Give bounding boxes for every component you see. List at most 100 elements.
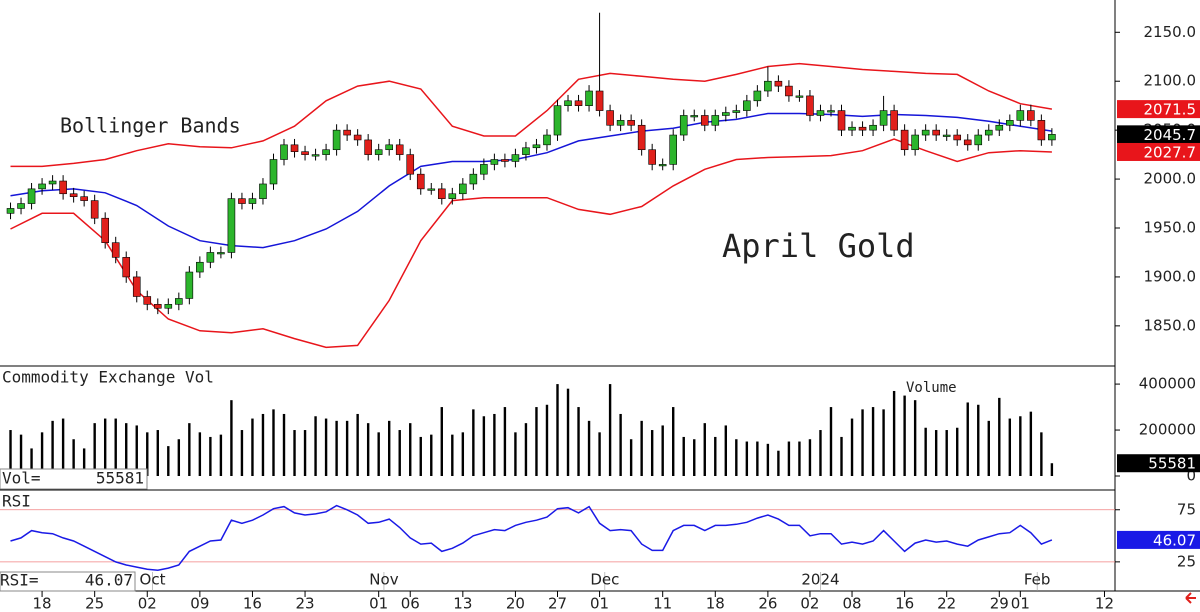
candle-body (732, 110, 741, 113)
volume-bar (209, 436, 212, 476)
candle-body (248, 198, 257, 204)
candle-body (38, 183, 46, 190)
x-tick-label: 01 (1011, 595, 1030, 612)
candle-body (564, 100, 572, 106)
readout-label: Vol= (2, 469, 41, 488)
x-tick-label: 01 (369, 595, 388, 612)
volume-bar (1040, 432, 1043, 476)
candle-body (816, 110, 825, 116)
upper-band-readout: 2071.5 (1144, 101, 1197, 119)
readout-value: 46.07 (85, 571, 133, 590)
volume-bar (167, 446, 170, 476)
volume-bar (219, 434, 223, 476)
volume-bar (556, 384, 559, 476)
candle-body (974, 134, 983, 146)
candle-body (743, 100, 751, 111)
candle-body (879, 110, 888, 126)
readout-value: 55581 (96, 469, 144, 488)
candle-body (553, 105, 562, 136)
volume-bar (1029, 411, 1033, 476)
scroll-arrow[interactable] (1185, 592, 1196, 604)
volume-bar (451, 434, 454, 476)
volume-bar (945, 430, 948, 476)
volume-bar (125, 423, 128, 476)
volume-bar (482, 416, 486, 476)
candle-body (616, 120, 625, 126)
candle-body (700, 115, 709, 126)
x-tick-label: 12 (1095, 595, 1114, 612)
volume-bar (787, 441, 791, 476)
x-tick-label: 29 (990, 595, 1009, 612)
candle-body (858, 126, 867, 131)
panel-title: RSI (2, 492, 31, 511)
candle-body (1016, 110, 1025, 121)
volume-bar (356, 413, 359, 476)
candle-body (353, 134, 362, 141)
candle-body (658, 164, 667, 167)
x-tick-label: 25 (85, 595, 104, 612)
volume-bar (177, 439, 181, 476)
y-tick-label: 400000 (1139, 375, 1196, 393)
volume-bar (293, 430, 296, 476)
candle-body (585, 90, 593, 106)
y-tick-label: 200000 (1139, 421, 1196, 439)
volume-bar (777, 450, 780, 476)
candle-body (711, 115, 720, 126)
candle-body (522, 147, 530, 155)
volume-bar (314, 416, 317, 476)
volume-bar (798, 441, 801, 476)
candle-body (753, 90, 762, 102)
volume-bar (9, 430, 12, 476)
volume-bar (272, 409, 275, 476)
x-tick-label: 02 (138, 595, 157, 612)
volume-bar (93, 423, 96, 476)
candle-body (490, 159, 499, 165)
x-tick-label: 11 (653, 595, 672, 612)
candle-body (364, 139, 372, 155)
volume-bar (693, 439, 696, 476)
y-tick-label: 1850.0 (1144, 316, 1197, 334)
candle-body (1027, 110, 1035, 121)
candle-body (227, 198, 236, 253)
candle-body (164, 304, 173, 309)
readout-label: RSI= (0, 571, 39, 590)
volume-bar (398, 430, 401, 476)
volume-readout-box (1117, 454, 1200, 473)
volume-bar (387, 420, 391, 476)
volume-bar (956, 427, 959, 476)
candle-body (80, 196, 88, 201)
y-tick-label: 1950.0 (1144, 219, 1197, 237)
candle-body (153, 304, 162, 309)
volume-bar (156, 430, 159, 476)
candle-body (196, 261, 204, 273)
candle-body (921, 129, 930, 136)
candle-body (806, 95, 814, 116)
volume-bar (335, 420, 338, 476)
readout-frame (0, 571, 136, 592)
volume-bar (766, 443, 770, 476)
candle-body (259, 183, 267, 199)
volume-bar (61, 418, 65, 476)
candle-body (890, 110, 898, 131)
volume-bar (324, 418, 328, 476)
candle-body (217, 252, 225, 255)
volume-bar (808, 439, 812, 476)
volume-bar (366, 423, 370, 476)
candle-body (595, 90, 604, 111)
period-label: 2024 (801, 571, 839, 589)
volume-bar (598, 432, 601, 476)
volume-bar (640, 420, 643, 476)
candle-body (932, 129, 940, 136)
volume-bar (934, 430, 938, 476)
candle-body (90, 200, 99, 219)
candle-body (69, 193, 78, 197)
candle-body (385, 144, 393, 151)
volume-bar (472, 409, 475, 476)
volume-bar (535, 407, 538, 476)
candle-body (459, 183, 467, 195)
volume-bar (146, 432, 149, 476)
volume-bar (30, 448, 33, 476)
volume-bar (261, 413, 265, 476)
candle-body (269, 159, 278, 185)
rsi-line (10, 504, 1053, 571)
